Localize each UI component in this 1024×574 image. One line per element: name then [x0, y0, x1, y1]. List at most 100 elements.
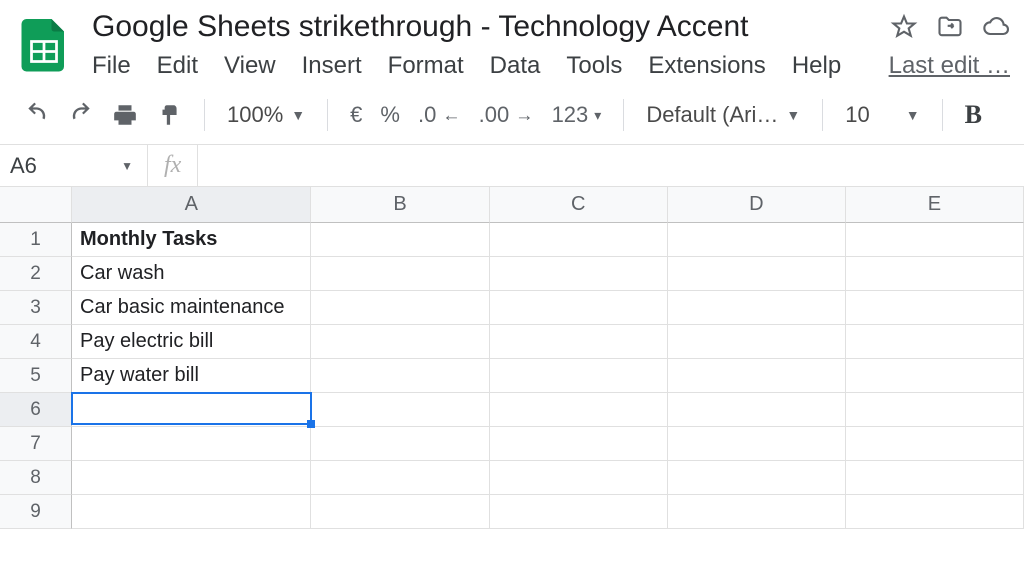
column-header[interactable]: D [668, 187, 846, 223]
name-box[interactable]: A6 ▼ [0, 145, 148, 186]
grid-row: 4Pay electric bill [0, 325, 1024, 359]
percent-button[interactable]: % [376, 100, 404, 130]
cell[interactable] [311, 325, 489, 359]
cell[interactable] [846, 291, 1024, 325]
more-formats-button[interactable]: 123▾ [548, 100, 606, 130]
cell[interactable] [72, 461, 311, 495]
cell[interactable] [668, 495, 846, 529]
document-title[interactable]: Google Sheets strikethrough - Technology… [92, 10, 749, 44]
menu-view[interactable]: View [224, 52, 276, 80]
column-header[interactable]: A [72, 187, 311, 223]
zoom-select[interactable]: 100%▼ [223, 100, 309, 130]
cell[interactable] [668, 461, 846, 495]
star-icon[interactable] [890, 13, 918, 41]
cell[interactable] [72, 427, 311, 461]
cell[interactable]: Pay electric bill [72, 325, 311, 359]
row-header[interactable]: 9 [0, 495, 72, 529]
cell[interactable] [668, 325, 846, 359]
sheets-logo-icon [14, 14, 74, 74]
row-header[interactable]: 2 [0, 257, 72, 291]
formula-bar: A6 ▼ fx [0, 145, 1024, 187]
row-header[interactable]: 5 [0, 359, 72, 393]
bold-button[interactable]: B [961, 98, 986, 132]
fx-label: fx [148, 145, 198, 186]
row-header[interactable]: 6 [0, 393, 72, 427]
cell[interactable] [311, 461, 489, 495]
row-header[interactable]: 4 [0, 325, 72, 359]
cell[interactable] [490, 223, 668, 257]
row-header[interactable]: 1 [0, 223, 72, 257]
print-button[interactable] [108, 100, 142, 130]
cell[interactable] [846, 359, 1024, 393]
cell[interactable] [668, 427, 846, 461]
cell[interactable] [72, 393, 311, 427]
cell[interactable] [846, 393, 1024, 427]
cell[interactable] [311, 495, 489, 529]
cell[interactable] [668, 291, 846, 325]
row-header[interactable]: 8 [0, 461, 72, 495]
cell[interactable] [311, 257, 489, 291]
select-all-corner[interactable] [0, 187, 72, 223]
cell[interactable]: Pay water bill [72, 359, 311, 393]
menu-edit[interactable]: Edit [157, 52, 198, 80]
cell[interactable] [668, 223, 846, 257]
row-header[interactable]: 3 [0, 291, 72, 325]
cell[interactable]: Car basic maintenance [72, 291, 311, 325]
cell[interactable] [311, 359, 489, 393]
cell[interactable] [846, 427, 1024, 461]
paint-format-button[interactable] [152, 100, 186, 130]
move-icon[interactable] [936, 13, 964, 41]
currency-button[interactable]: € [346, 100, 366, 130]
menu-data[interactable]: Data [490, 52, 541, 80]
cell[interactable] [490, 257, 668, 291]
cell[interactable] [490, 461, 668, 495]
menu-extensions[interactable]: Extensions [648, 52, 765, 80]
cell[interactable] [846, 257, 1024, 291]
toolbar: 100%▼ € % .0← .00→ 123▾ Default (Ari…▼ 1… [0, 86, 1024, 145]
redo-button[interactable] [64, 100, 98, 130]
cell[interactable] [311, 427, 489, 461]
undo-button[interactable] [20, 100, 54, 130]
menu-file[interactable]: File [92, 52, 131, 80]
cell[interactable] [311, 223, 489, 257]
increase-decimal-button[interactable]: .00→ [475, 100, 538, 130]
cell[interactable] [490, 427, 668, 461]
cell[interactable] [490, 393, 668, 427]
cell[interactable] [846, 461, 1024, 495]
last-edit-link[interactable]: Last edit … [889, 52, 1010, 80]
cell[interactable]: Monthly Tasks [72, 223, 311, 257]
name-box-value: A6 [10, 153, 37, 179]
grid-row: 2Car wash [0, 257, 1024, 291]
cloud-status-icon[interactable] [982, 13, 1010, 41]
menu-bar: File Edit View Insert Format Data Tools … [92, 52, 1010, 80]
cell[interactable] [490, 291, 668, 325]
cell[interactable]: Car wash [72, 257, 311, 291]
cell[interactable] [490, 325, 668, 359]
grid-row: 6 [0, 393, 1024, 427]
cell[interactable] [490, 495, 668, 529]
menu-insert[interactable]: Insert [302, 52, 362, 80]
cell[interactable] [668, 257, 846, 291]
cell[interactable] [668, 359, 846, 393]
column-header[interactable]: B [311, 187, 489, 223]
formula-input[interactable] [198, 145, 1024, 186]
cell[interactable] [846, 495, 1024, 529]
column-header[interactable]: E [846, 187, 1024, 223]
cell[interactable] [490, 359, 668, 393]
font-select[interactable]: Default (Ari…▼ [642, 100, 804, 130]
cell[interactable] [668, 393, 846, 427]
font-size-select[interactable]: 10▼ [841, 100, 923, 130]
cell[interactable] [846, 223, 1024, 257]
cell[interactable] [72, 495, 311, 529]
decrease-decimal-button[interactable]: .0← [414, 100, 465, 130]
name-box-caret-icon: ▼ [121, 159, 133, 173]
menu-help[interactable]: Help [792, 52, 841, 80]
cell[interactable] [311, 393, 489, 427]
cell[interactable] [846, 325, 1024, 359]
column-header[interactable]: C [490, 187, 668, 223]
grid-row: 9 [0, 495, 1024, 529]
cell[interactable] [311, 291, 489, 325]
menu-tools[interactable]: Tools [566, 52, 622, 80]
row-header[interactable]: 7 [0, 427, 72, 461]
menu-format[interactable]: Format [388, 52, 464, 80]
